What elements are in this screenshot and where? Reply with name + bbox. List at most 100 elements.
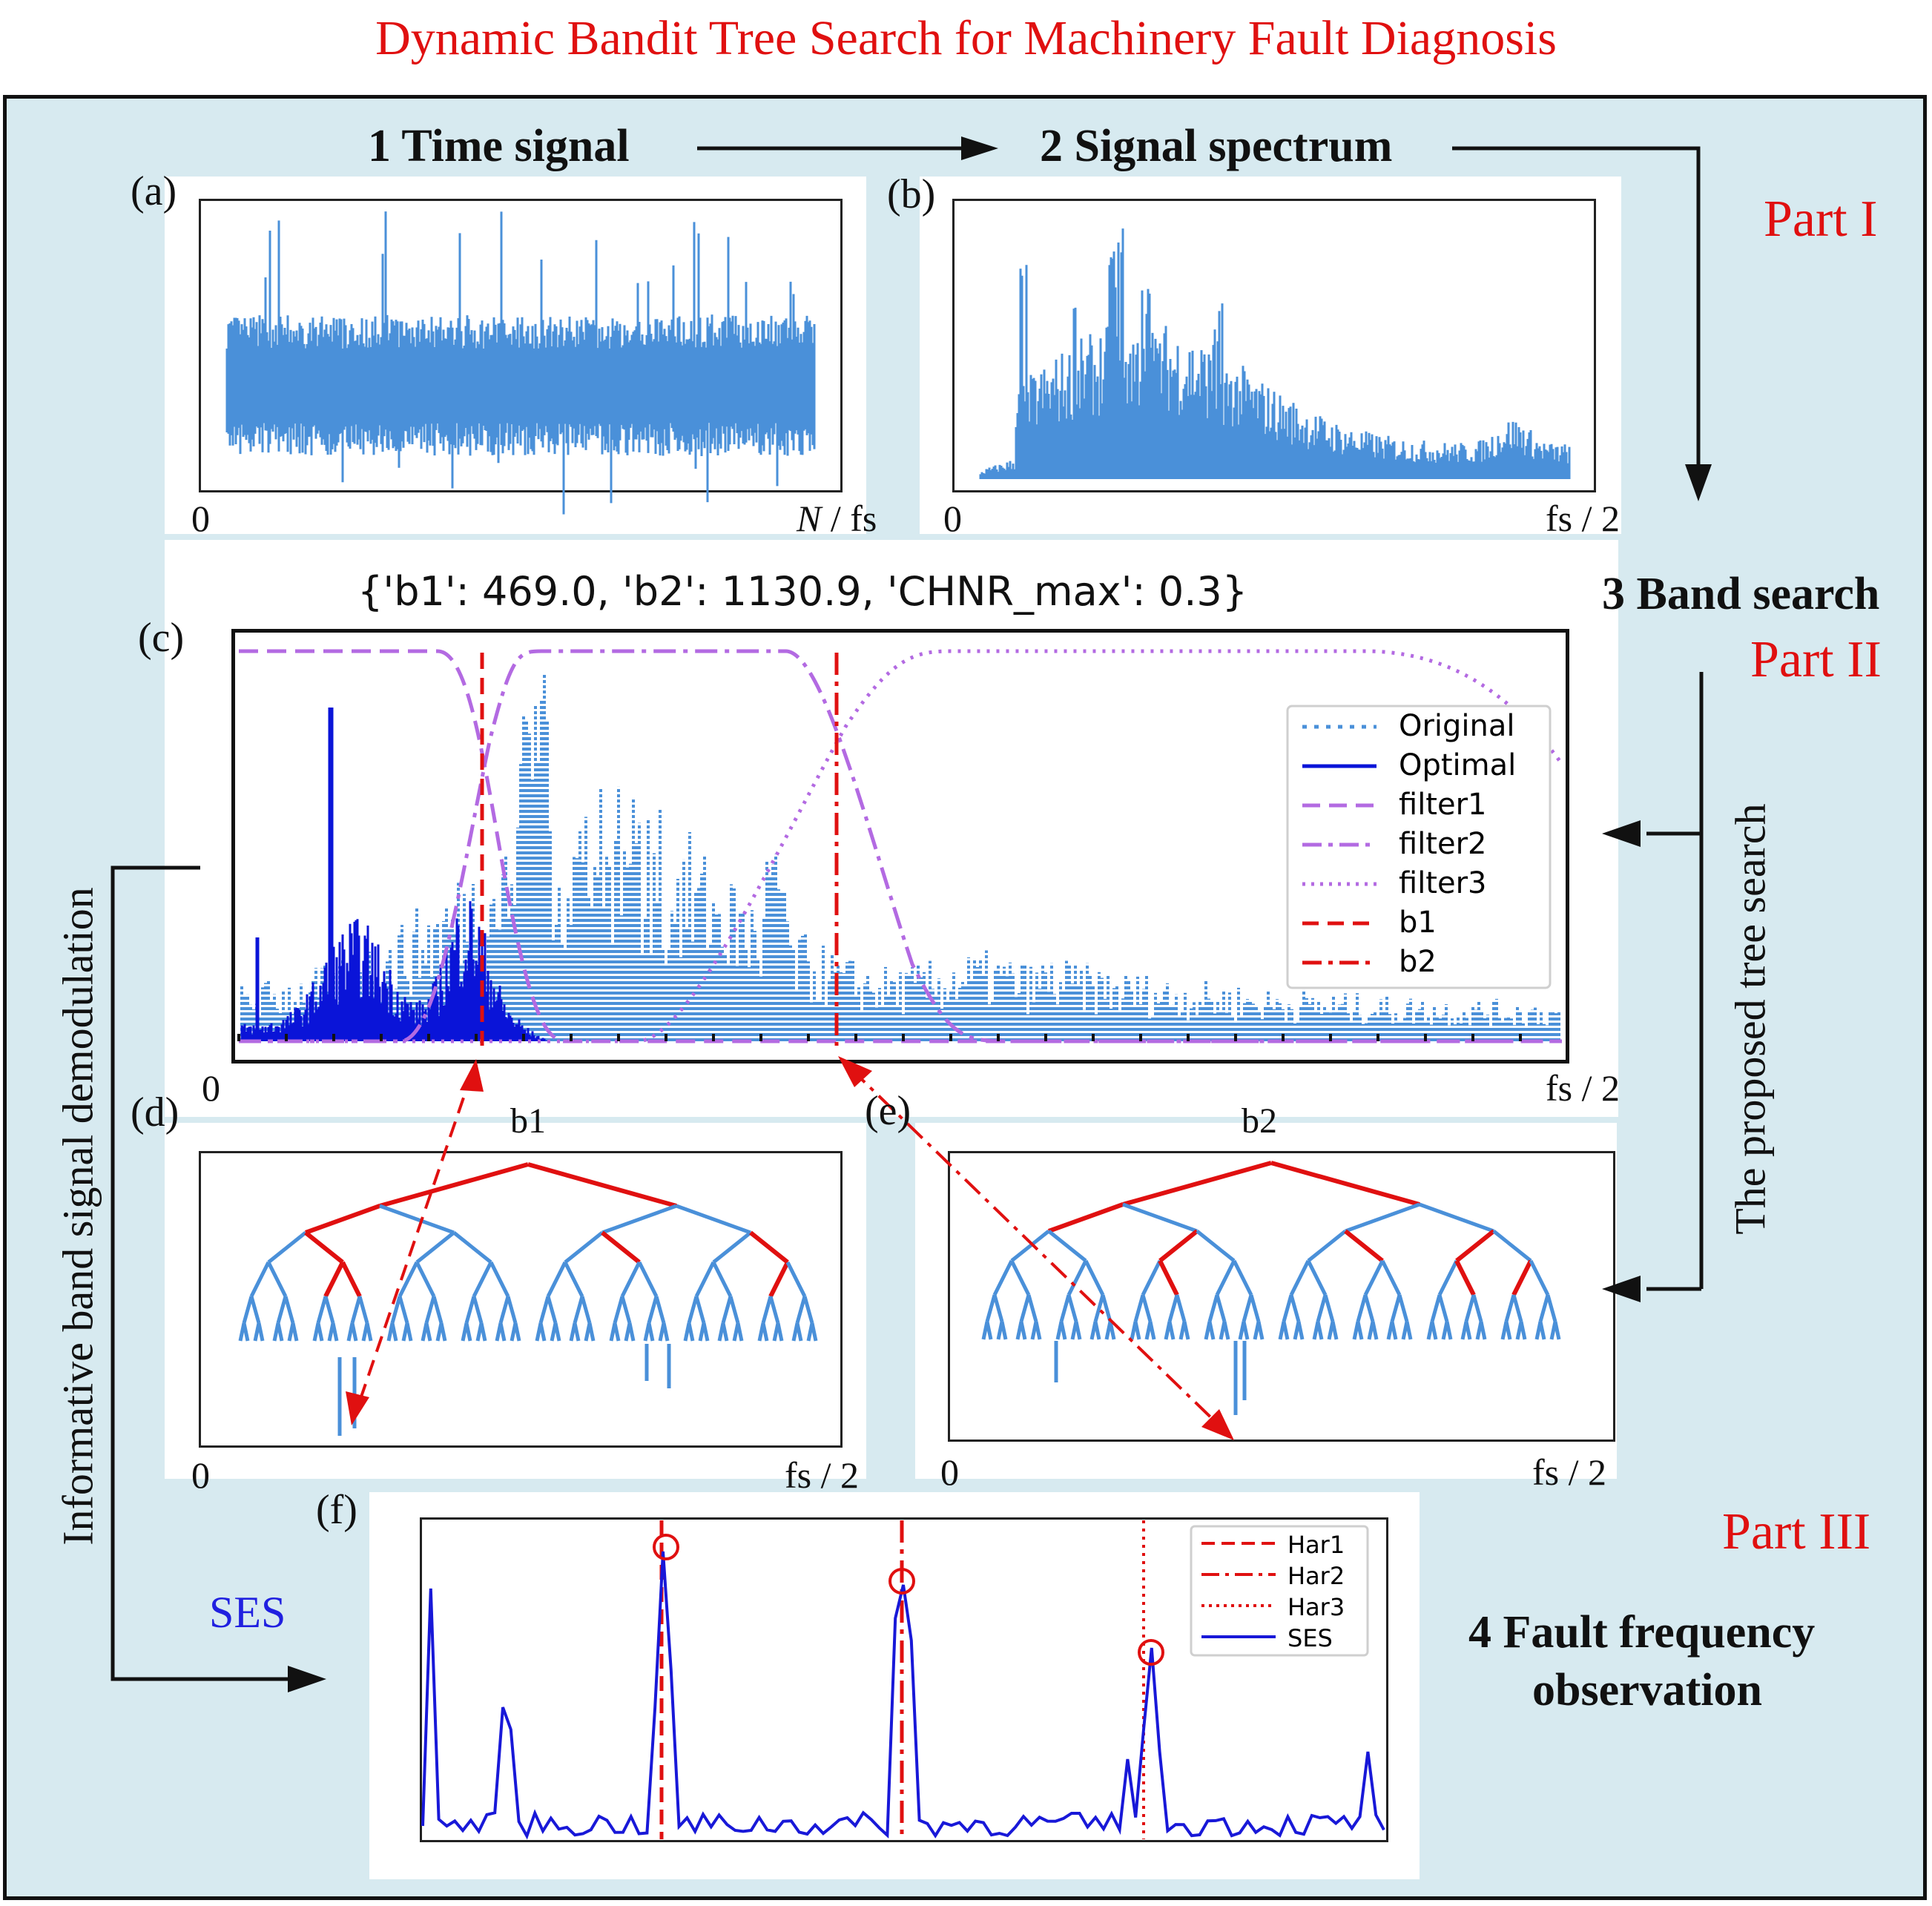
tree-branch <box>464 1322 472 1342</box>
tree-branch <box>498 1296 510 1324</box>
tree-branch <box>1010 1230 1050 1262</box>
tree-branch-selected <box>323 1261 345 1298</box>
arrowhead-plot-c <box>1602 820 1641 847</box>
tree-branch <box>601 1204 677 1235</box>
har1-peak-marker <box>653 1534 679 1560</box>
link-b1-head-bottom <box>346 1391 369 1425</box>
tree-branch <box>398 1296 409 1324</box>
link-b1-head-top <box>460 1059 484 1092</box>
tree-branch-selected <box>340 1261 362 1298</box>
tree-branch-selected <box>1511 1259 1533 1296</box>
tree-branch <box>687 1322 695 1342</box>
tree-branch <box>1307 1230 1347 1262</box>
plot-e-frame <box>948 1151 1615 1442</box>
tree-branch-selected <box>1122 1161 1272 1207</box>
legend-f-har1: Har1 <box>1288 1531 1345 1559</box>
tree-branch <box>1148 1321 1156 1340</box>
panel-f-label: (f) <box>316 1487 357 1533</box>
plot-c-content <box>237 649 1569 1046</box>
tree-branch <box>647 1322 655 1342</box>
filter2-curve <box>239 649 1562 1043</box>
tree-branch <box>553 1322 561 1342</box>
flow-arrows <box>111 136 1712 1692</box>
tree-branch <box>1009 1259 1031 1296</box>
tree-branch-selected <box>304 1204 381 1235</box>
panel-b-label: (b) <box>887 171 936 217</box>
ses-side-label: SES <box>209 1588 286 1637</box>
tree-branch <box>1390 1294 1402 1322</box>
tree-branch <box>1504 1294 1516 1322</box>
tree-branch <box>1059 1321 1067 1340</box>
tree-branch <box>1538 1294 1550 1322</box>
tree-branch <box>1296 1321 1305 1340</box>
tree-branch <box>1175 1294 1187 1322</box>
tree-branch <box>415 1231 455 1264</box>
tree-branch <box>498 1322 507 1342</box>
tree-branch <box>424 1322 432 1342</box>
step3-label: 3 Band search <box>1602 569 1880 619</box>
tree-branch <box>721 1322 729 1342</box>
tree-branch <box>776 1322 784 1342</box>
tree-branch <box>489 1261 510 1298</box>
tree-branch <box>283 1296 295 1324</box>
tree-branch <box>1492 1230 1532 1262</box>
tree-branch <box>276 1322 284 1342</box>
tree-branch <box>1215 1259 1236 1296</box>
tree-branch <box>390 1296 402 1324</box>
time-signal-path <box>225 211 816 515</box>
tree-branch <box>506 1296 518 1324</box>
tree-branch <box>1141 1259 1162 1296</box>
tree-branch <box>694 1296 706 1324</box>
filter3-curve <box>239 649 1564 1043</box>
band-search-result: {'b1': 469.0, 'b2': 1130.9, 'CHNR_max': … <box>357 568 1248 615</box>
tree-branch <box>1232 1259 1253 1296</box>
tree-branch <box>1207 1294 1219 1322</box>
tree-branch <box>398 1261 419 1298</box>
tree-branch <box>1519 1321 1527 1340</box>
tree-branch <box>1479 1321 1487 1340</box>
arrowhead-plot-e <box>1602 1276 1641 1302</box>
tree-branch <box>267 1231 307 1264</box>
tree-branch <box>1000 1321 1008 1340</box>
tree-branch <box>1306 1259 1328 1296</box>
tree-branch <box>1242 1321 1250 1340</box>
original-spectrum-trace <box>240 673 1560 1041</box>
arrowhead-step3 <box>1685 464 1712 501</box>
legend-c-optimal: Optimal <box>1399 748 1517 782</box>
tree-branch <box>564 1231 604 1264</box>
tree-branch <box>1256 1321 1265 1340</box>
tree-branch <box>365 1322 373 1342</box>
tree-branch <box>472 1296 484 1324</box>
tree-branch <box>390 1322 398 1342</box>
tree-branch <box>802 1296 814 1324</box>
tree-branch-selected <box>1454 1259 1476 1296</box>
tree-branch <box>1331 1321 1339 1340</box>
tree-branch <box>785 1261 807 1298</box>
tree-branch <box>242 1296 254 1324</box>
tree-d-label: b1 <box>510 1101 546 1141</box>
tree-branch <box>1363 1294 1375 1322</box>
tree-branch-selected <box>304 1230 344 1264</box>
axis-a-end-n: N <box>797 498 822 539</box>
tree-branch <box>1108 1321 1116 1340</box>
tree-branch <box>439 1322 447 1342</box>
tree-branch <box>1207 1321 1216 1340</box>
har3-peak-marker <box>1138 1639 1164 1666</box>
search-tree-b1 <box>238 1162 818 1436</box>
tree-branch <box>316 1322 324 1342</box>
tree-branch <box>1445 1321 1453 1340</box>
tree-branch <box>761 1322 769 1342</box>
tree-e-label: b2 <box>1242 1101 1277 1141</box>
tree-branch <box>1133 1294 1145 1322</box>
tree-branch <box>464 1296 476 1324</box>
tree-branch <box>613 1296 624 1324</box>
tree-branch <box>1464 1321 1472 1340</box>
axis-d-start: 0 <box>191 1454 210 1496</box>
tree-branch <box>350 1322 358 1342</box>
tree-branch <box>1066 1259 1088 1296</box>
tree-branch <box>1371 1321 1379 1340</box>
left-vertical-label: Informative band signal demodulation <box>53 887 102 1546</box>
tree-branch <box>647 1296 659 1324</box>
tree-branch <box>1390 1321 1398 1340</box>
